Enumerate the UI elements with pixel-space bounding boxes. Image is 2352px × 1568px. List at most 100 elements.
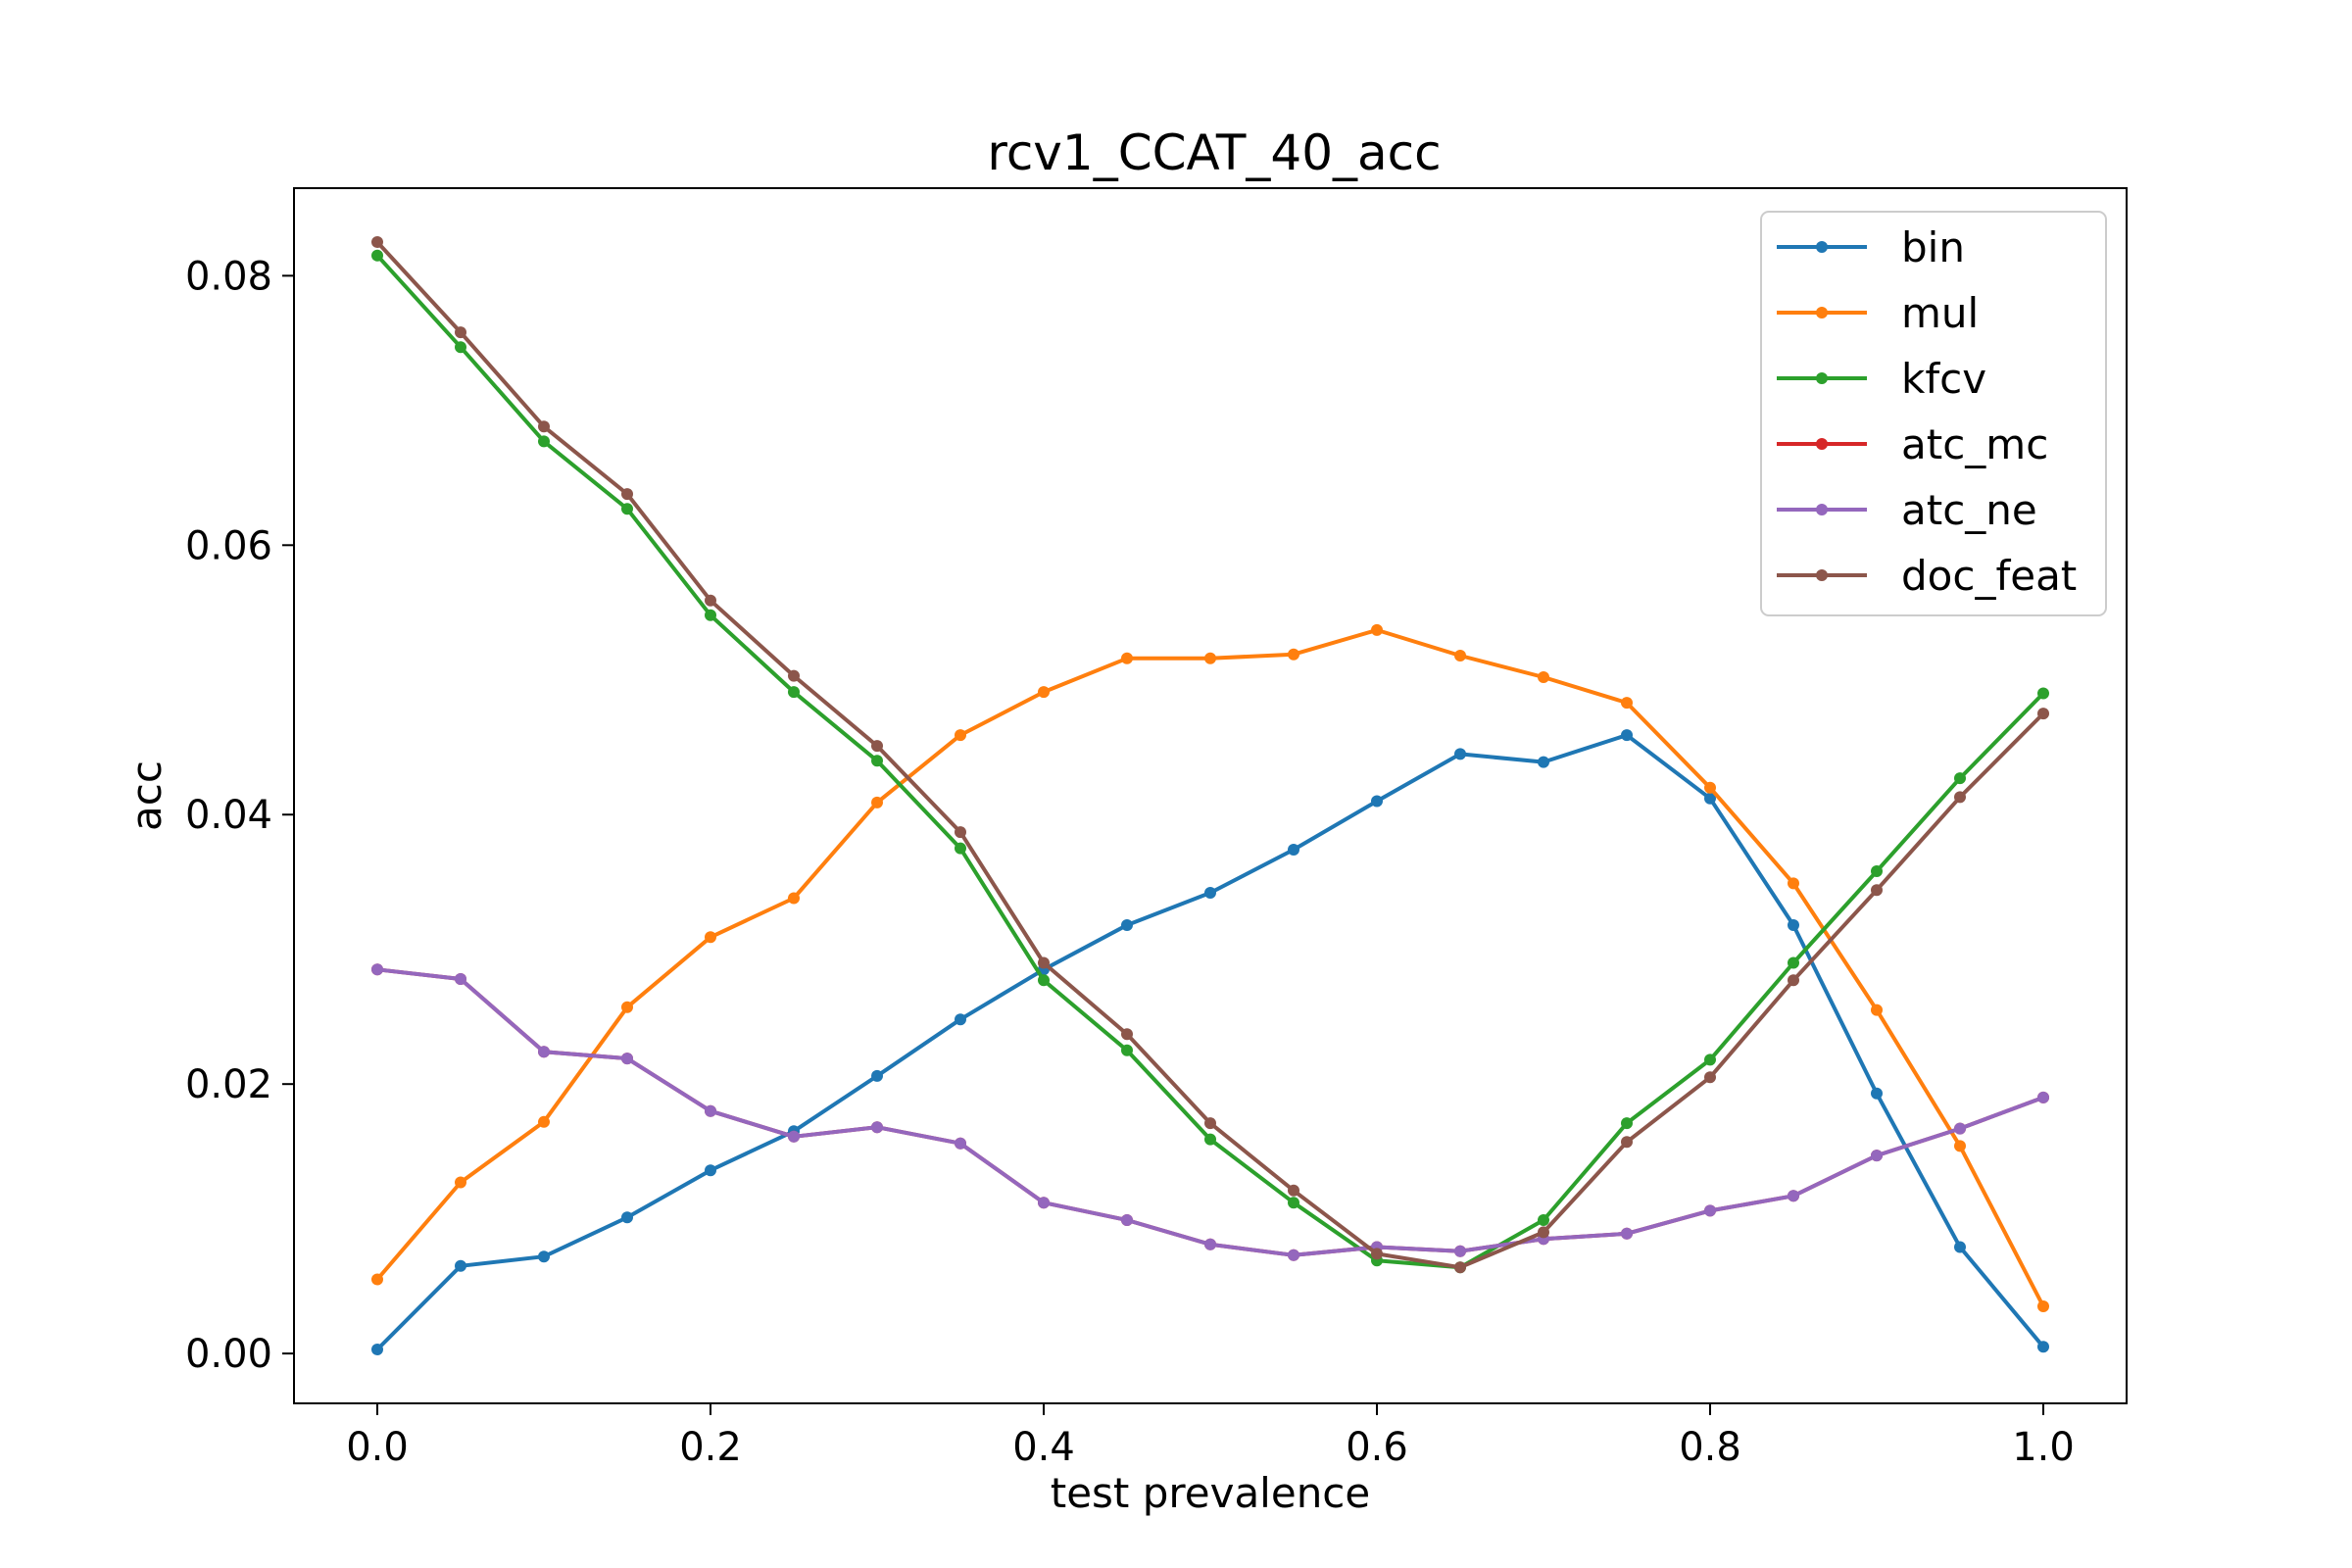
data-point-mul [1038, 686, 1050, 699]
data-point-atc-ne [788, 1130, 800, 1143]
data-point-atc-ne [1788, 1190, 1799, 1202]
data-point-doc-feat [871, 740, 883, 753]
data-point-atc-ne [955, 1137, 966, 1150]
data-point-doc-feat [621, 488, 633, 501]
data-point-doc-feat [1621, 1136, 1633, 1149]
data-point-kfcv [538, 435, 550, 448]
data-point-atc-ne [1038, 1197, 1050, 1209]
data-point-bin [871, 1069, 883, 1082]
data-point-bin [1871, 1087, 1883, 1100]
data-point-atc-ne [1621, 1227, 1633, 1240]
data-point-kfcv [1954, 772, 1966, 785]
data-point-doc-feat [1704, 1071, 1716, 1084]
legend-marker-kfcv [1816, 372, 1828, 384]
data-point-atc-ne [1704, 1204, 1716, 1217]
legend-marker-atc-ne [1816, 504, 1828, 515]
data-point-doc-feat [1288, 1184, 1299, 1197]
data-point-atc-ne [621, 1053, 633, 1065]
data-point-doc-feat [2037, 708, 2049, 720]
data-point-atc-ne [1121, 1214, 1133, 1226]
data-point-doc-feat [1121, 1028, 1133, 1041]
data-point-mul [788, 892, 800, 905]
data-point-mul [1704, 781, 1716, 794]
data-point-mul [371, 1273, 383, 1286]
data-point-kfcv [1121, 1044, 1133, 1056]
data-point-atc-ne [1454, 1245, 1466, 1257]
data-point-mul [1538, 671, 1549, 683]
data-point-atc-ne [1954, 1122, 1966, 1135]
data-point-bin [1704, 792, 1716, 805]
data-point-bin [1454, 748, 1466, 760]
y-tick-label: 0.02 [185, 1062, 272, 1107]
legend-label-mul: mul [1901, 289, 1979, 337]
data-point-bin [705, 1164, 716, 1177]
data-point-doc-feat [371, 236, 383, 248]
x-tick-label: 0.2 [679, 1425, 742, 1470]
data-point-doc-feat [1204, 1117, 1216, 1130]
series-kfcv [371, 249, 2049, 1274]
data-point-doc-feat [1788, 974, 1799, 987]
data-point-bin [621, 1211, 633, 1224]
legend-label-bin: bin [1901, 223, 1965, 271]
data-point-bin [371, 1344, 383, 1355]
legend-marker-mul [1816, 307, 1828, 318]
data-point-kfcv [371, 249, 383, 262]
legend: bin mul kfcv atc_mc atc_ne doc_feat [1760, 211, 2107, 616]
legend-marker-bin [1816, 241, 1828, 253]
data-point-bin [455, 1259, 466, 1272]
data-point-atc-ne [705, 1104, 716, 1117]
data-point-kfcv [1788, 956, 1799, 969]
legend-label-kfcv: kfcv [1901, 355, 1986, 403]
data-point-atc-ne [871, 1121, 883, 1134]
legend-label-atc-mc: atc_mc [1901, 420, 2048, 468]
data-point-atc-ne [2037, 1091, 2049, 1103]
data-point-atc-ne [1204, 1238, 1216, 1250]
data-point-mul [621, 1001, 633, 1013]
y-tick-label: 0.04 [185, 793, 272, 838]
data-point-doc-feat [1871, 884, 1883, 897]
data-point-mul [2037, 1300, 2049, 1312]
data-point-atc-ne [538, 1046, 550, 1058]
data-point-doc-feat [1538, 1226, 1549, 1239]
data-point-kfcv [1871, 865, 1883, 877]
data-point-atc-ne [371, 963, 383, 976]
y-axis-label: acc [122, 760, 171, 831]
plot-frame [293, 187, 2128, 1404]
data-point-kfcv [1038, 974, 1050, 987]
data-point-mul [1871, 1004, 1883, 1016]
x-tick-label: 0.0 [346, 1425, 409, 1470]
data-point-mul [1954, 1140, 1966, 1152]
data-point-kfcv [621, 503, 633, 515]
data-point-kfcv [1288, 1197, 1299, 1209]
data-point-kfcv [1538, 1214, 1549, 1226]
data-point-kfcv [1704, 1054, 1716, 1066]
data-point-bin [1288, 844, 1299, 856]
data-point-mul [955, 729, 966, 742]
data-point-kfcv [871, 755, 883, 767]
data-point-mul [538, 1115, 550, 1128]
data-point-bin [955, 1013, 966, 1026]
data-point-bin [1538, 756, 1549, 768]
chart-title: rcv1_CCAT_40_acc [987, 124, 1441, 181]
data-point-doc-feat [788, 669, 800, 682]
data-point-bin [1621, 729, 1633, 742]
data-point-mul [1204, 652, 1216, 664]
data-point-bin [1204, 887, 1216, 899]
data-point-bin [538, 1250, 550, 1263]
data-point-atc-ne [1288, 1249, 1299, 1261]
data-point-mul [871, 796, 883, 808]
legend-marker-doc-feat [1816, 569, 1828, 581]
data-point-kfcv [455, 341, 466, 354]
data-point-doc-feat [455, 326, 466, 339]
data-point-mul [705, 931, 716, 944]
data-point-kfcv [788, 686, 800, 699]
data-point-bin [1371, 795, 1383, 808]
x-tick-label: 0.6 [1346, 1425, 1408, 1470]
data-point-doc-feat [1954, 791, 1966, 804]
data-point-kfcv [1621, 1117, 1633, 1130]
data-point-bin [1788, 919, 1799, 931]
legend-item-bin: bin [1777, 223, 1965, 271]
legend-marker-atc-mc [1816, 438, 1828, 450]
legend-label-atc-ne: atc_ne [1901, 486, 2037, 534]
